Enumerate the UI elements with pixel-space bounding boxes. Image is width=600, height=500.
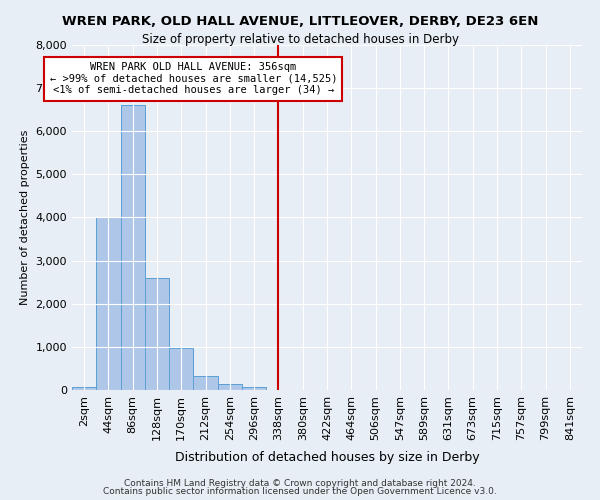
Bar	[193, 376, 218, 390]
Bar	[72, 387, 96, 390]
Text: Contains HM Land Registry data © Crown copyright and database right 2024.: Contains HM Land Registry data © Crown c…	[124, 478, 476, 488]
Text: WREN PARK, OLD HALL AVENUE, LITTLEOVER, DERBY, DE23 6EN: WREN PARK, OLD HALL AVENUE, LITTLEOVER, …	[62, 15, 538, 28]
Bar	[169, 348, 193, 390]
Bar	[218, 384, 242, 390]
Bar	[242, 387, 266, 390]
X-axis label: Distribution of detached houses by size in Derby: Distribution of detached houses by size …	[175, 451, 479, 464]
Bar	[121, 106, 145, 390]
Bar	[96, 218, 121, 390]
Text: Contains public sector information licensed under the Open Government Licence v3: Contains public sector information licen…	[103, 487, 497, 496]
Text: Size of property relative to detached houses in Derby: Size of property relative to detached ho…	[142, 32, 458, 46]
Y-axis label: Number of detached properties: Number of detached properties	[20, 130, 30, 305]
Bar	[145, 278, 169, 390]
Text: WREN PARK OLD HALL AVENUE: 356sqm
← >99% of detached houses are smaller (14,525): WREN PARK OLD HALL AVENUE: 356sqm ← >99%…	[50, 62, 337, 96]
